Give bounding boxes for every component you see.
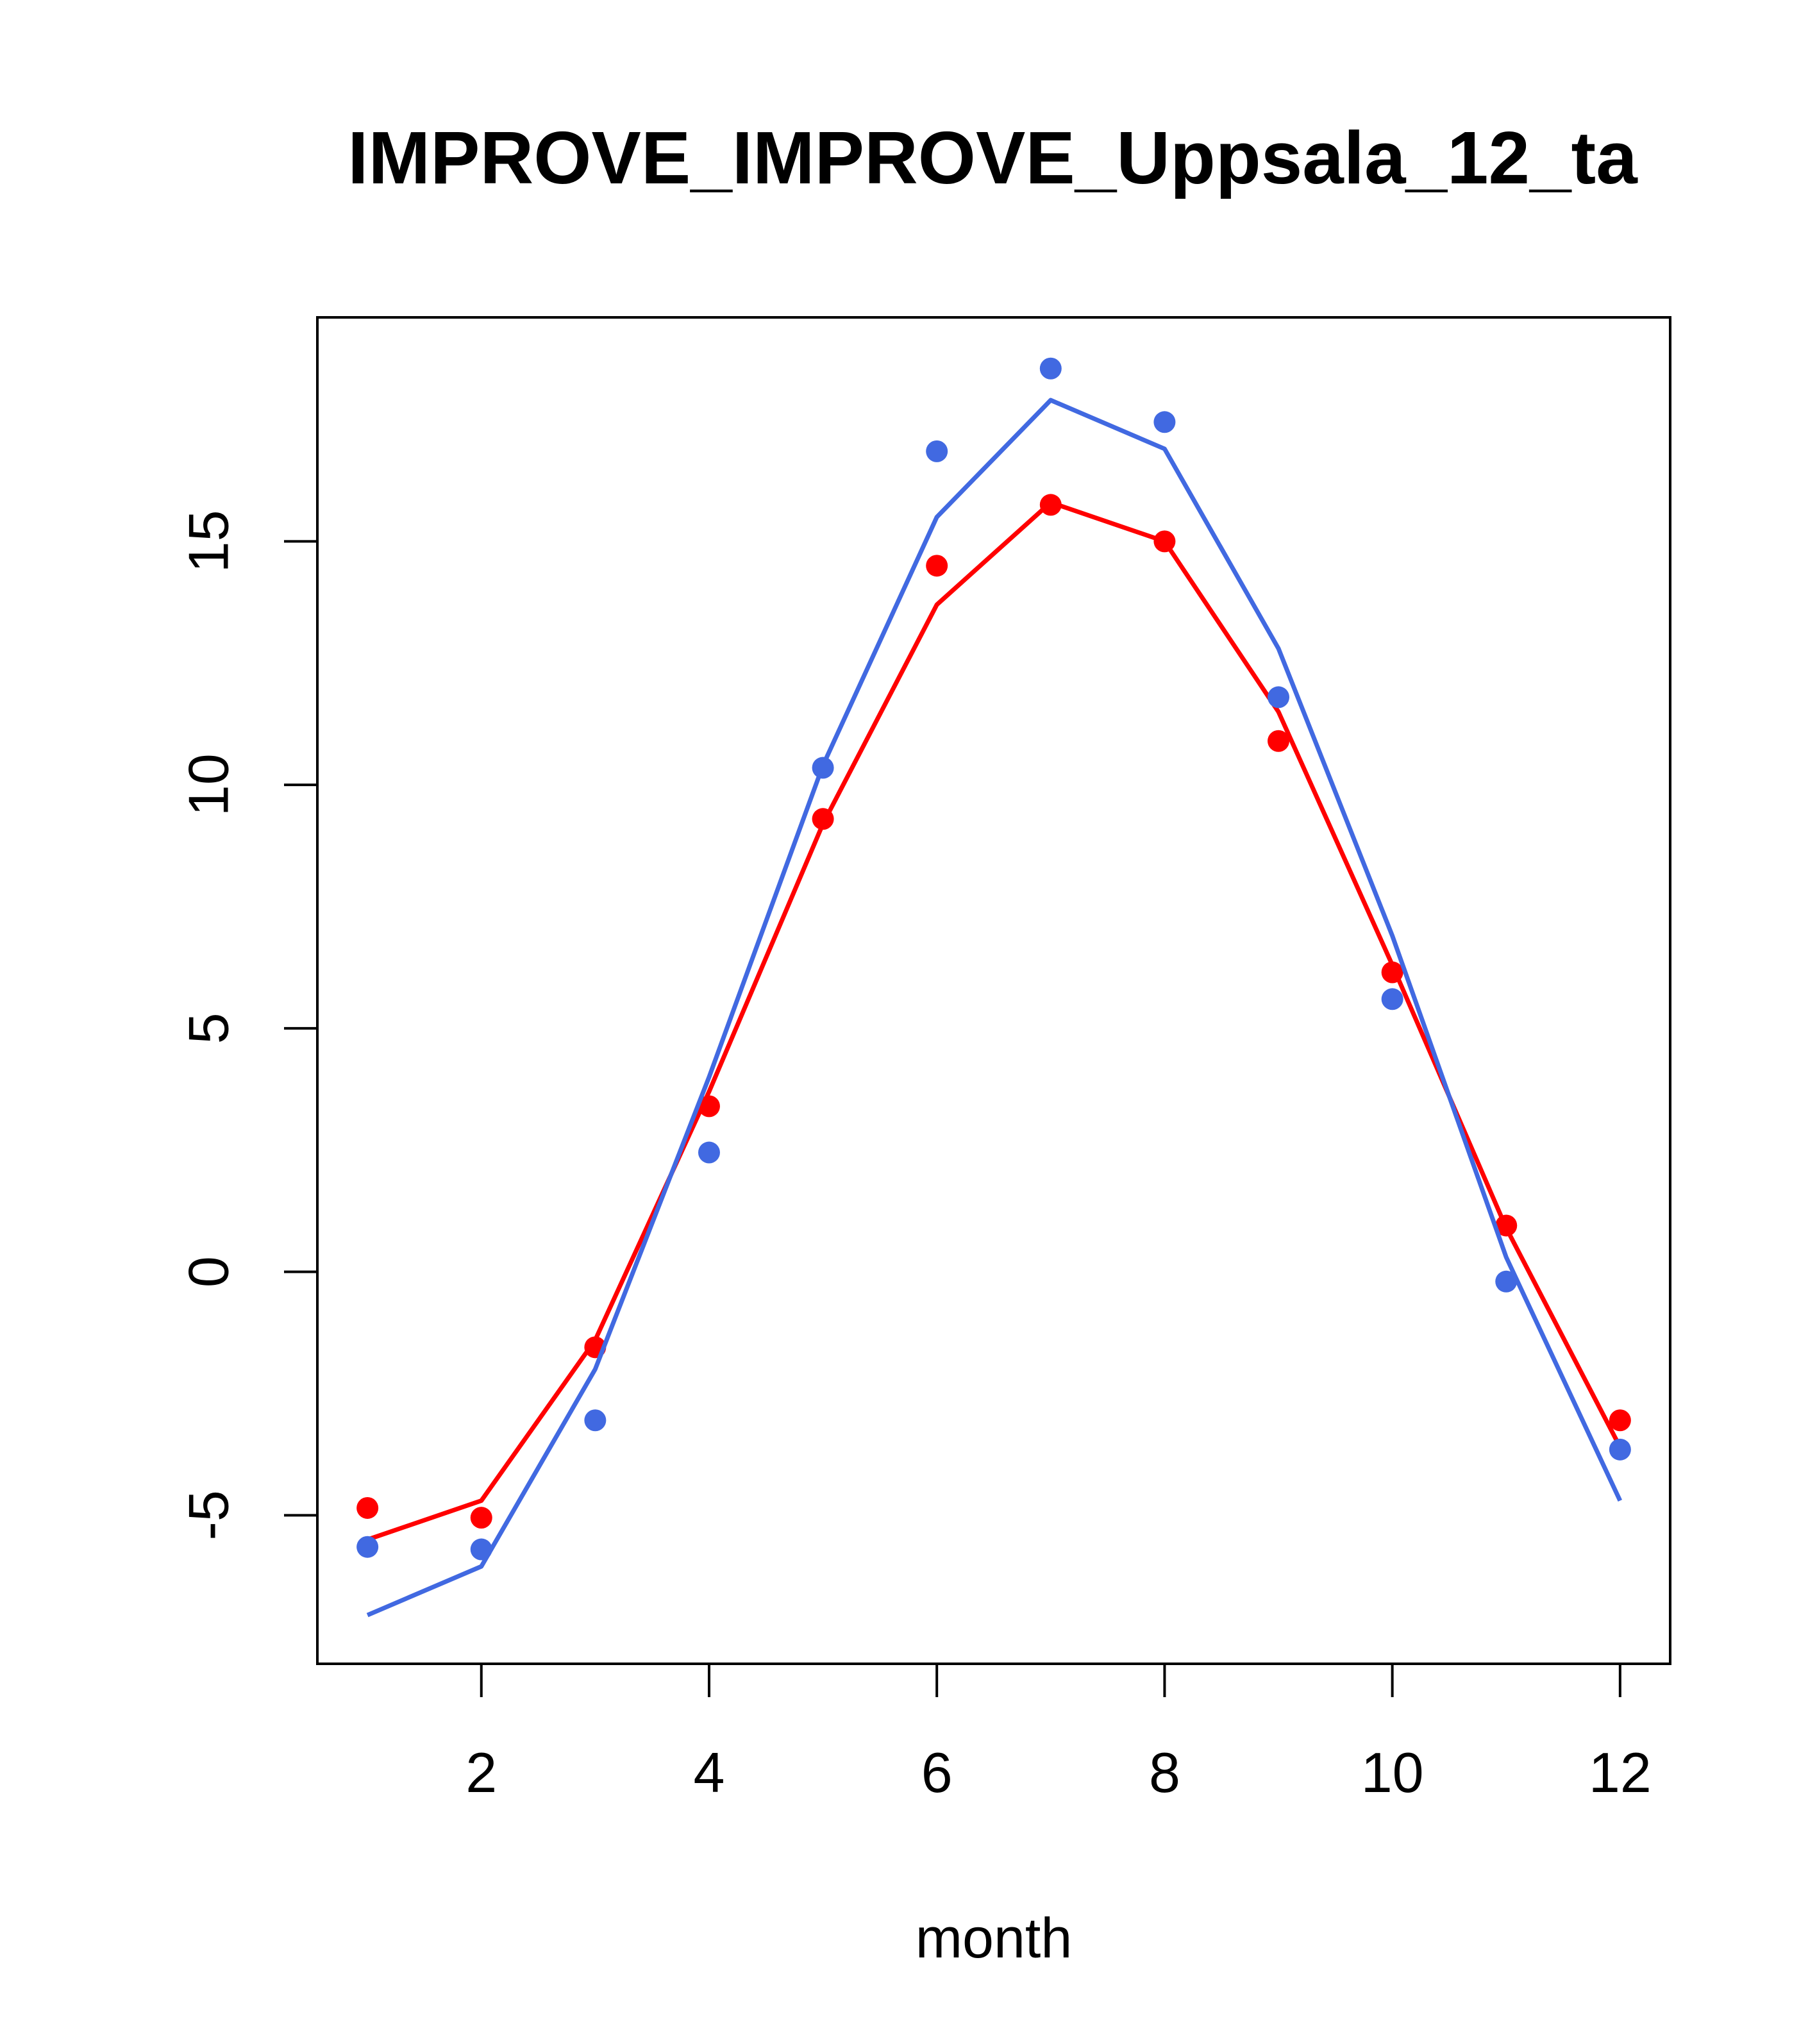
series-line — [366, 398, 1623, 1618]
data-point — [1268, 730, 1290, 752]
x-tick-label: 4 — [693, 1741, 724, 1804]
data-point — [1268, 686, 1290, 708]
data-point — [698, 1095, 720, 1118]
data-point — [1609, 1438, 1631, 1461]
y-tick-label: 5 — [177, 1012, 240, 1044]
series-1 — [356, 494, 1631, 1542]
data-point — [1039, 494, 1062, 516]
chart-title: IMPROVE_IMPROVE_Uppsala_12_ta — [347, 116, 1638, 199]
data-point — [1381, 988, 1403, 1010]
series-2 — [356, 357, 1631, 1618]
data-point — [1495, 1270, 1518, 1293]
data-point — [356, 1496, 379, 1519]
data-point — [1039, 357, 1062, 380]
series-layer — [356, 357, 1631, 1618]
data-point — [470, 1538, 492, 1561]
x-axis: 2 4 6 8 10 12 — [465, 1664, 1652, 1804]
data-point — [1495, 1214, 1518, 1237]
y-tick-label: 10 — [177, 753, 240, 816]
data-point — [1153, 411, 1176, 433]
y-axis: -5 0 5 10 15 — [177, 510, 317, 1540]
data-point — [926, 440, 948, 462]
data-point — [470, 1507, 492, 1529]
data-point — [926, 555, 948, 577]
x-axis-label: month — [916, 1906, 1073, 1970]
data-point — [584, 1409, 607, 1432]
x-tick-label: 10 — [1361, 1741, 1424, 1804]
data-point — [1153, 530, 1176, 553]
data-point — [812, 808, 834, 830]
data-point — [1609, 1409, 1631, 1432]
x-tick-label: 6 — [921, 1741, 953, 1804]
y-tick-label: -5 — [177, 1490, 240, 1540]
x-tick-label: 2 — [465, 1741, 497, 1804]
data-point — [812, 757, 834, 779]
y-tick-label: 15 — [177, 510, 240, 573]
data-point — [356, 1536, 379, 1558]
x-tick-label: 12 — [1589, 1741, 1652, 1804]
x-tick-label: 8 — [1149, 1741, 1180, 1804]
data-point — [1381, 961, 1403, 984]
plot-frame — [316, 316, 1671, 1665]
y-tick-label: 0 — [177, 1256, 240, 1287]
series-line — [367, 500, 1622, 1542]
data-point — [698, 1141, 720, 1164]
